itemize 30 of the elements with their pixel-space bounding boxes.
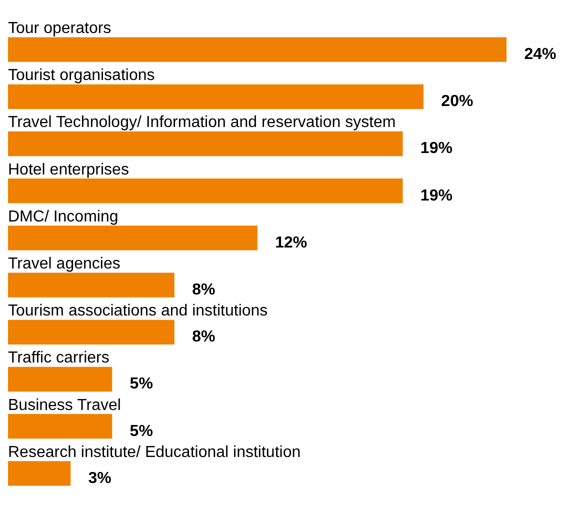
bar (8, 320, 174, 344)
y-tick-label: Tour operators (8, 20, 112, 37)
y-tick-label: Tourist organisations (8, 67, 155, 84)
y-tick-label: Travel agencies (8, 255, 120, 272)
data-label: 24% (524, 46, 556, 63)
bar (8, 366, 112, 392)
bar (8, 37, 507, 62)
bar (8, 461, 71, 486)
data-label: 3% (88, 470, 112, 487)
bar (8, 272, 174, 298)
bar (8, 131, 403, 156)
y-tick-label: Traffic carriers (8, 350, 110, 367)
bar (8, 84, 424, 109)
y-tick-label: Travel Technology/ Information and reservation system (8, 114, 396, 132)
data-label: 5% (130, 376, 153, 393)
data-label: 8% (192, 281, 216, 298)
bar (8, 178, 403, 204)
data-label: 19% (420, 140, 452, 158)
data-label: 8% (192, 328, 216, 346)
data-label: 5% (130, 422, 153, 440)
y-tick-label: DMC/ Incoming (8, 208, 118, 226)
bar (8, 414, 112, 439)
y-tick-label: Business Travel (8, 396, 121, 414)
data-label: 19% (420, 187, 452, 204)
data-label: 20% (441, 93, 474, 110)
y-tick-label: Hotel enterprises (8, 161, 129, 178)
y-tick-label: Tourism associations and institutions (8, 302, 268, 320)
bar (8, 226, 258, 250)
y-tick-label: Research institute/ Educational institution (8, 444, 301, 461)
data-label: 12% (275, 234, 308, 252)
